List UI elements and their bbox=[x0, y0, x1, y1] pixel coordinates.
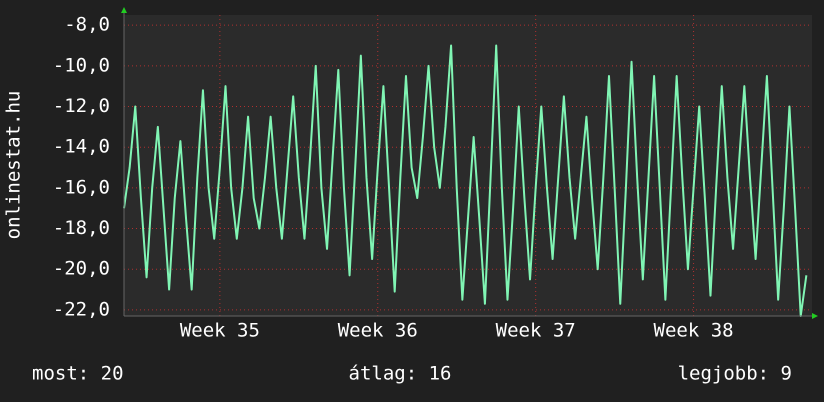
footer-best: legjobb: 9 bbox=[678, 363, 792, 385]
series bbox=[123, 44, 808, 317]
y-tick-label: -18,0 bbox=[53, 217, 110, 239]
footer-average: átlag: 16 bbox=[349, 363, 452, 385]
y-tick-label: -20,0 bbox=[53, 258, 110, 280]
y-tick-label: -16,0 bbox=[53, 176, 110, 198]
data-line bbox=[123, 44, 808, 317]
x-tick-label: Week 37 bbox=[496, 320, 576, 342]
x-tick-label: Week 36 bbox=[338, 320, 418, 342]
y-tick-label: -8,0 bbox=[64, 14, 110, 36]
y-tick-label: -22,0 bbox=[53, 298, 110, 320]
x-tick-label: Week 38 bbox=[654, 320, 734, 342]
y-axis-label: onlinestat.hu bbox=[3, 91, 25, 240]
y-tick-label: -10,0 bbox=[53, 54, 110, 76]
y-tick-label: -12,0 bbox=[53, 95, 110, 117]
y-tick-label: -14,0 bbox=[53, 136, 110, 158]
axis-arrow bbox=[121, 7, 127, 13]
footer-current: most: 20 bbox=[32, 363, 124, 385]
x-tick-label: Week 35 bbox=[180, 320, 260, 342]
axis-arrow bbox=[812, 313, 818, 319]
plot-area bbox=[124, 15, 812, 316]
